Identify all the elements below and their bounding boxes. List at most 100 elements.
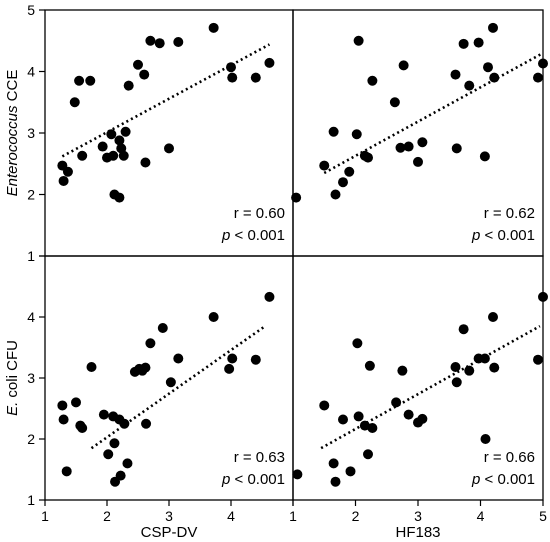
data-point [224, 363, 235, 374]
y-tick-label: 4 [27, 64, 35, 80]
data-point [397, 365, 408, 376]
data-point [464, 80, 475, 91]
data-point [227, 353, 238, 364]
stat-r-4: r = 0.66 [484, 449, 535, 466]
y-axis-title-italic: E. [4, 402, 21, 416]
data-point [359, 420, 370, 431]
y-tick-label: 5 [27, 2, 35, 18]
stat-p-2: p < 0.001 [471, 227, 535, 244]
data-point [480, 434, 491, 444]
data-point [489, 72, 500, 83]
data-point [533, 72, 543, 83]
data-point [479, 353, 490, 364]
x-tick-label: 2 [352, 508, 360, 524]
y-axis-title-rest: CCE [4, 70, 21, 106]
axis-titles: Enterococcus CCE CSP-DV E. coli CFU HF183 [4, 70, 441, 541]
data-point [450, 69, 461, 80]
data-point [367, 423, 378, 434]
data-point [413, 156, 423, 167]
data-point [71, 397, 81, 408]
data-point [250, 72, 261, 83]
x-tick-label: 4 [227, 508, 235, 524]
data-point [353, 35, 364, 46]
data-point [145, 338, 156, 349]
data-point [319, 160, 330, 171]
data-point [458, 324, 469, 335]
y-axis-title-italic: Enterococcus [4, 105, 21, 196]
y-tick-label: 1 [27, 248, 35, 264]
stat-p-3: p < 0.001 [221, 471, 285, 488]
data-point [58, 175, 69, 186]
y-axis-title-3: E. coli CFU [4, 340, 21, 416]
data-point [120, 126, 131, 137]
data-point [319, 400, 330, 411]
data-point [291, 192, 302, 203]
y-axis-title-1: Enterococcus CCE [4, 70, 21, 197]
data-point [328, 458, 339, 469]
stat-p-symbol: p [471, 227, 480, 244]
data-point [114, 192, 125, 203]
data-point [114, 135, 125, 146]
y-tick-label: 4 [27, 309, 35, 325]
tick-labels: 1 2 3 4 5 1 2 3 4 1 2 3 4 1 2 3 4 5 [27, 2, 547, 524]
x-tick-label: 3 [414, 508, 422, 524]
data-point [364, 360, 375, 371]
x-tick-label: 1 [41, 508, 49, 524]
data-point [86, 362, 97, 373]
data-point [264, 57, 275, 68]
data-point [363, 449, 373, 460]
stat-p-value: < 0.001 [480, 227, 535, 244]
data-point [74, 75, 85, 86]
stat-r-2: r = 0.62 [484, 205, 535, 222]
y-tick-label: 2 [27, 187, 35, 203]
data-point [344, 166, 355, 177]
stat-p-value: < 0.001 [230, 471, 285, 488]
data-point [122, 458, 133, 469]
x-tick-label: 2 [103, 508, 111, 524]
data-point [345, 466, 356, 477]
data-point [164, 143, 174, 154]
data-point [330, 476, 341, 487]
data-point [330, 189, 341, 200]
data-point [123, 80, 134, 91]
data-point [417, 413, 428, 424]
x-tick-label: 5 [539, 508, 547, 524]
data-point [77, 150, 88, 161]
data-point [145, 35, 156, 46]
data-point [69, 97, 80, 108]
data-point [208, 312, 219, 322]
data-points [57, 22, 548, 487]
trend-line-2 [323, 51, 544, 175]
stat-p-1: p < 0.001 [221, 227, 285, 244]
data-point [141, 418, 152, 429]
x-axis-title-3: CSP-DV [141, 524, 198, 541]
data-point [538, 291, 548, 302]
data-point [85, 75, 96, 86]
data-point [483, 62, 493, 73]
data-point [488, 22, 498, 33]
data-point [119, 418, 130, 429]
data-point [403, 141, 414, 152]
x-tick-label: 3 [165, 508, 173, 524]
data-point [108, 150, 119, 161]
data-point [363, 152, 373, 163]
data-point [118, 150, 129, 161]
data-point [61, 466, 72, 477]
data-point [464, 365, 475, 376]
data-point [389, 97, 400, 108]
data-point [227, 72, 238, 83]
data-point [395, 142, 406, 153]
data-point [458, 38, 469, 49]
data-point [154, 38, 165, 49]
axis-ticks [39, 9, 544, 506]
data-point [398, 60, 409, 71]
data-point [352, 338, 363, 349]
data-point [173, 36, 184, 47]
stat-p-value: < 0.001 [230, 227, 285, 244]
data-point [351, 129, 362, 140]
data-point [208, 22, 219, 33]
stat-r-3: r = 0.63 [234, 449, 285, 466]
data-point [533, 354, 543, 365]
data-point [338, 177, 348, 188]
